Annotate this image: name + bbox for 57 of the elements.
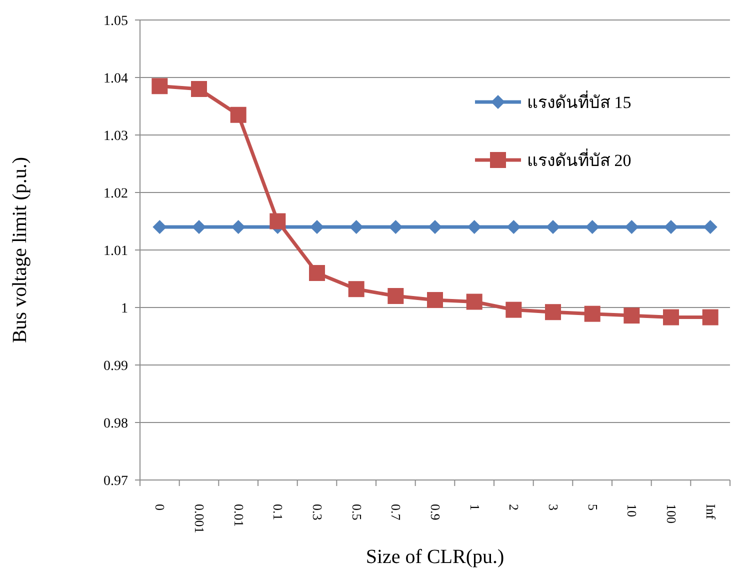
- point: [664, 220, 678, 234]
- x-tick-label: 0.7: [388, 504, 404, 521]
- point: [506, 220, 521, 234]
- x-tick-label: 0.9: [428, 504, 443, 520]
- point: [624, 308, 640, 324]
- point: [506, 302, 522, 318]
- legend-label: แรงดันที่บัส 20: [527, 148, 632, 170]
- y-tick-label: 0.99: [104, 359, 128, 374]
- point: [624, 220, 639, 234]
- point: [152, 78, 168, 94]
- x-tick-label: 1: [467, 504, 482, 510]
- y-axis-title: Bus voltage limit (p.u.): [9, 156, 31, 344]
- point: [231, 220, 246, 234]
- point: [466, 294, 482, 310]
- point: [428, 220, 442, 234]
- y-tick-label: 1.03: [104, 129, 128, 144]
- point: [467, 220, 482, 234]
- point: [192, 220, 206, 234]
- legend-label: แรงดันที่บัส 15: [527, 90, 632, 112]
- point: [388, 288, 404, 304]
- x-tick-label: 0.5: [349, 504, 364, 520]
- point: [546, 220, 560, 234]
- y-tick-label: 0.97: [104, 474, 128, 489]
- point: [545, 304, 561, 320]
- x-tick-label: 10: [624, 504, 640, 517]
- point: [349, 220, 364, 234]
- y-tick-label: 1.04: [104, 72, 128, 86]
- point: [230, 106, 246, 123]
- point: [427, 292, 443, 308]
- point: [702, 309, 718, 326]
- point: [663, 309, 679, 326]
- x-tick-label: 2: [506, 504, 522, 510]
- x-tick-label: 0.1: [270, 504, 286, 520]
- y-tick-label: 0.98: [104, 416, 128, 432]
- point: [191, 81, 207, 97]
- y-tick-label: 1.05: [104, 14, 128, 29]
- x-tick-label: 0.001: [192, 504, 207, 534]
- y-tick-label: 1.01: [104, 244, 128, 259]
- point: [270, 213, 286, 230]
- x-tick-label: Inf: [703, 504, 718, 520]
- point: [348, 281, 364, 298]
- x-tick-label: 100: [664, 504, 679, 524]
- x-tick-label: 0: [152, 504, 168, 510]
- point: [584, 306, 600, 322]
- x-tick-label: 5: [585, 504, 600, 510]
- point: [388, 220, 403, 234]
- x-tick-label: 3: [546, 504, 561, 510]
- y-tick-label: 1: [121, 302, 128, 316]
- y-tick-label: 1.02: [104, 186, 128, 202]
- point: [310, 220, 324, 234]
- x-axis-title: Size of CLR(pu.): [366, 546, 504, 568]
- point: [309, 265, 325, 281]
- point: [703, 220, 718, 234]
- x-tick-label: 0.3: [310, 504, 325, 520]
- point: [585, 220, 600, 234]
- x-tick-label: 0.01: [231, 504, 246, 527]
- point: [152, 220, 167, 234]
